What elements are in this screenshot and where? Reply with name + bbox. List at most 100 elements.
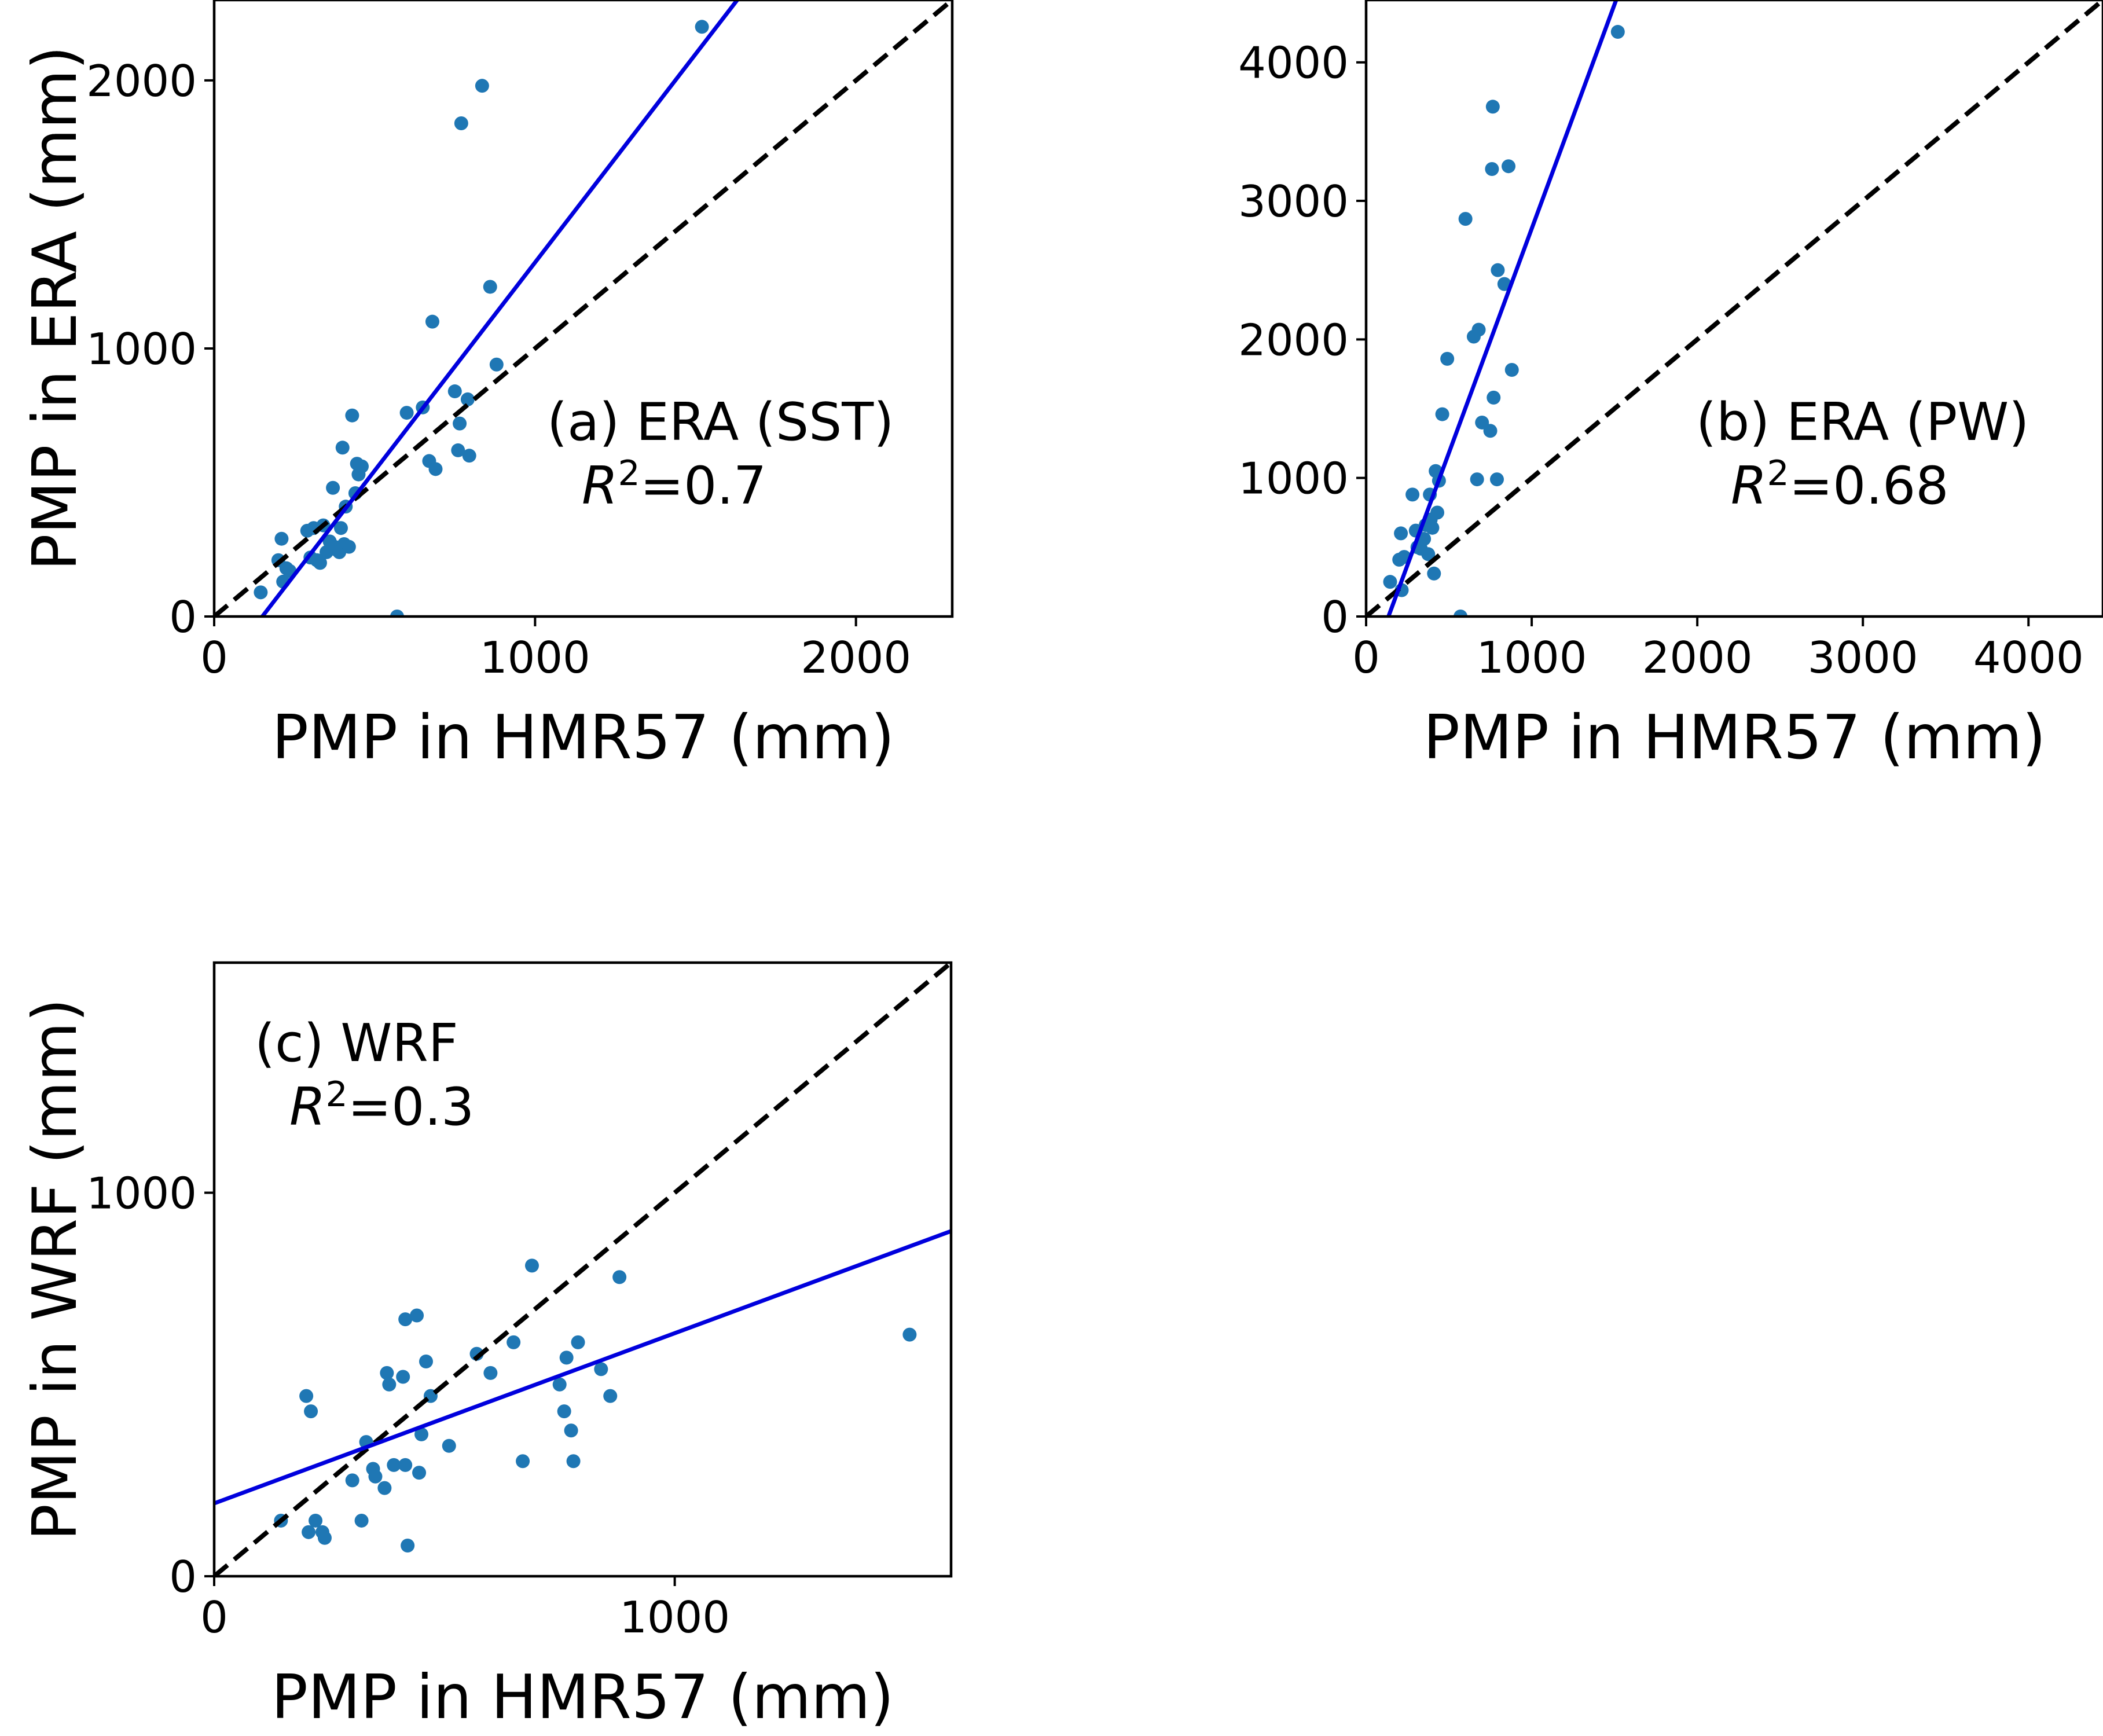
panel-b-point-25: [1471, 322, 1486, 337]
panel-b-xtick-label-1000: 1000: [1477, 632, 1587, 683]
panel-c-point-32: [557, 1404, 571, 1419]
panel-b-point-22: [1458, 212, 1473, 226]
panel-c-ytick-label-1000: 1000: [86, 1168, 197, 1219]
panel-c-point-25: [442, 1438, 456, 1453]
panel-c-point-37: [594, 1362, 608, 1377]
panel-a-xtick-label-2000: 2000: [801, 632, 911, 683]
panel-b-xtick-label-4000: 4000: [1973, 632, 2084, 683]
panel-a-identity-line: [214, 0, 952, 616]
panel-c-point-20: [410, 1308, 424, 1323]
panel-c-point-18: [398, 1312, 413, 1327]
panel-b-ytick-label-2000: 2000: [1238, 314, 1349, 365]
panel-c-point-15: [387, 1458, 401, 1472]
panel-a-point-38: [460, 392, 475, 406]
panel-c-r2-symbol: R: [289, 1077, 326, 1137]
panel-c-point-33: [559, 1350, 574, 1365]
panel-c-point-13: [380, 1366, 394, 1380]
panel-b-marks: [1366, 0, 2103, 616]
panel-b-point-9: [1417, 531, 1432, 546]
panel-c-point-23: [419, 1355, 433, 1368]
panel-b-xtick-label-2000: 2000: [1642, 632, 1753, 683]
panel-c: 0 1000 0 1000 (c) WRF R2=0.3 PMP in HMR57 (…: [20, 961, 953, 1733]
panel-c-marks: [214, 963, 951, 1576]
panel-c-annotation: (c) WRF: [255, 1013, 458, 1074]
panel-b-ytick-label-1000: 1000: [1238, 453, 1349, 504]
panel-b-point-20: [1440, 351, 1455, 366]
panel-b-r2: R2=0.68: [1731, 453, 1949, 516]
panel-c-point-8: [354, 1513, 369, 1528]
panel-b-xlabel: PMP in HMR57 (mm): [1423, 702, 2046, 773]
panel-b-point-30: [1487, 390, 1501, 405]
panel-a-ytick-label-2000: 2000: [86, 56, 197, 107]
panel-c-point-19: [401, 1539, 415, 1553]
panel-a-point-22: [342, 539, 356, 554]
panel-a-fit-line: [260, 0, 739, 616]
panel-b-axes-frame: [1364, 0, 2103, 618]
panel-c-xtick-label-1000: 1000: [619, 1592, 730, 1643]
panel-c-axes-frame: [212, 961, 953, 1578]
panel-b-xtick-label-3000: 3000: [1808, 632, 1918, 683]
panel-a-r2: R2=0.7: [582, 453, 766, 516]
panel-b-ylabel: PMP in ERA (mm): [20, 46, 90, 570]
panel-a-r2-exponent: 2: [618, 453, 640, 494]
panel-c-point-39: [612, 1270, 627, 1284]
panel-c-point-14: [382, 1377, 397, 1392]
panel-a-point-40: [475, 79, 489, 93]
panel-a-point-23: [345, 408, 359, 423]
panel-b-point-0: [1383, 575, 1397, 589]
panel-a-point-18: [333, 521, 348, 535]
panel-c-point-12: [377, 1481, 392, 1495]
panel-b-ytick-label-4000: 4000: [1238, 38, 1349, 89]
panel-a-xtick-label-0: 0: [200, 632, 228, 683]
panel-b-annotation: (b) ERA (PW): [1696, 392, 2029, 453]
panel-a-ytick-label-0: 0: [169, 592, 197, 643]
panel-a-axes-frame: [212, 0, 954, 618]
panel-c-ytick-label-0: 0: [169, 1551, 197, 1602]
panel-b-point-14: [1425, 520, 1440, 535]
panel-b-point-19: [1435, 407, 1449, 421]
panel-c-point-2: [302, 1525, 316, 1539]
panel-c-point-11: [368, 1469, 383, 1484]
panel-a-r2-value: =0.7: [640, 456, 767, 516]
panel-c-point-22: [414, 1427, 429, 1441]
panel-a-ticks: 0 1000 2000 0 1000 2000: [86, 56, 911, 683]
panel-a-point-27: [355, 459, 369, 474]
panel-c-ticks: 0 1000 0 1000: [86, 1168, 730, 1643]
panel-b-point-11: [1421, 547, 1436, 561]
panel-a-ylabel: PMP in ERA (mm): [20, 46, 90, 570]
panel-c-ylabel: PMP in WRF (mm): [20, 999, 90, 1541]
panel-c-r2-value: =0.3: [348, 1077, 475, 1137]
panel-a-point-43: [695, 20, 709, 34]
panel-c-point-29: [516, 1454, 530, 1469]
panel-a-point-42: [489, 357, 504, 372]
panel-b-ticks: 0 1000 2000 3000 4000 0 1000 2000 3000 4000: [1238, 38, 2084, 683]
panel-b-point-34: [1502, 159, 1516, 174]
panel-b-r2-symbol: R: [1731, 456, 1767, 516]
panel-a-point-35: [451, 443, 465, 457]
panel-c-r2: R2=0.3: [289, 1074, 474, 1137]
panel-b-point-29: [1485, 100, 1500, 114]
panel-a-point-39: [462, 449, 476, 463]
panel-b-xtick-label-0: 0: [1352, 632, 1380, 683]
panel-c-xlabel: PMP in HMR57 (mm): [271, 1662, 894, 1733]
panel-b-point-24: [1470, 472, 1484, 487]
panel-b-ytick-label-0: 0: [1321, 592, 1349, 643]
panel-a-point-2: [274, 531, 289, 546]
panel-b-point-21: [1454, 610, 1468, 616]
panel-c-point-27: [483, 1366, 498, 1380]
panel-a-point-29: [399, 406, 414, 420]
panel-b: 0 1000 2000 3000 4000 0 1000 2000 3000 4000 (b) E…: [20, 0, 2103, 773]
panel-b-point-36: [1610, 25, 1625, 39]
panel-c-point-16: [396, 1370, 410, 1384]
panel-a-point-19: [335, 441, 350, 455]
panel-b-fit-line: [1386, 0, 1618, 616]
panel-a-annotation: (a) ERA (SST): [547, 392, 894, 453]
panel-b-point-5: [1405, 487, 1420, 502]
panel-b-identity-line: [1366, 0, 2103, 616]
panel-c-point-17: [398, 1458, 413, 1472]
panel-b-point-28: [1485, 162, 1499, 176]
panel-b-point-35: [1504, 363, 1519, 377]
